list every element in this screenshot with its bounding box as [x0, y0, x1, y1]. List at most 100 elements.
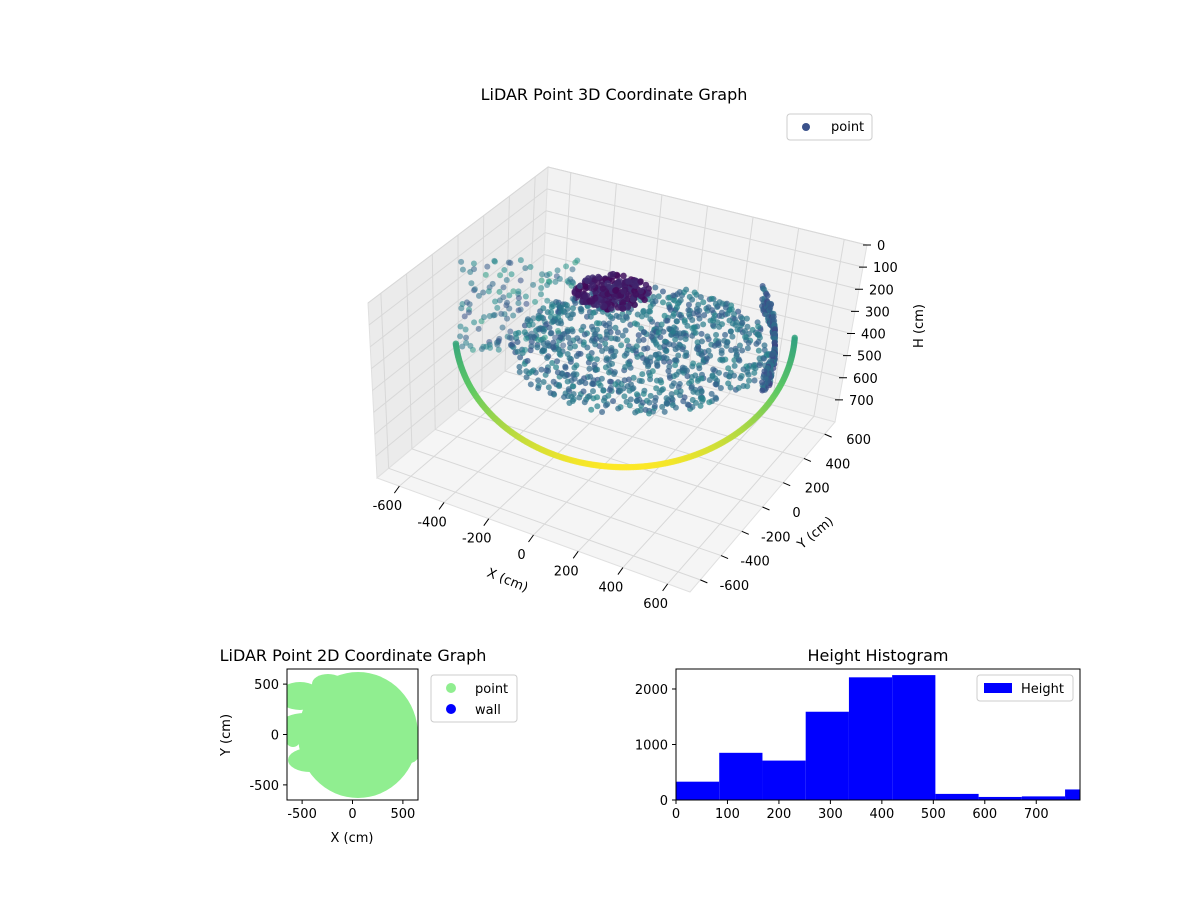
data-point-3d — [562, 364, 569, 371]
data-point-3d — [501, 266, 508, 273]
data-point-3d — [751, 369, 758, 376]
data-point-3d — [593, 335, 600, 342]
data-point-3d — [673, 371, 680, 378]
data-point-3d — [735, 384, 742, 391]
data-point-3d — [589, 282, 596, 289]
legend-label-height: Height — [1021, 682, 1064, 697]
data-point-3d — [600, 387, 607, 394]
x-tick-label-3d: 400 — [599, 581, 624, 596]
data-point-3d — [527, 264, 534, 271]
data-point-3d — [661, 408, 668, 415]
data-point-3d — [594, 394, 601, 401]
data-point-3d — [690, 388, 697, 395]
histogram-bar — [892, 675, 936, 800]
data-point-3d — [554, 267, 561, 274]
point-blob — [287, 733, 300, 747]
data-point-3d — [593, 356, 600, 363]
data-point-3d — [535, 336, 542, 343]
chart-title-2d: LiDAR Point 2D Coordinate Graph — [220, 646, 487, 665]
data-point-3d — [647, 372, 654, 379]
data-point-3d — [631, 301, 638, 309]
data-point-3d — [708, 390, 715, 397]
data-point-3d — [657, 334, 664, 341]
data-point-3d — [589, 323, 596, 330]
data-point-3d — [715, 340, 722, 347]
histogram-bar — [805, 711, 849, 800]
data-point-3d — [606, 362, 613, 369]
data-point-3d — [727, 384, 734, 391]
data-point-3d — [480, 289, 487, 296]
data-point-3d — [771, 339, 778, 346]
data-point-3d — [493, 339, 500, 346]
histogram-bar — [1021, 796, 1066, 800]
data-point-3d — [647, 354, 654, 361]
y-tick-3d — [762, 506, 770, 511]
data-point-3d — [557, 310, 564, 317]
grid-line-z-back — [547, 166, 868, 246]
data-point-3d — [468, 280, 475, 287]
data-point-3d — [576, 379, 583, 386]
legend-frame-3d — [786, 113, 873, 141]
data-point-3d — [739, 347, 746, 354]
data-point-3d — [564, 326, 571, 333]
data-point-3d — [572, 259, 579, 266]
data-point-3d — [670, 310, 677, 317]
data-point-3d — [554, 358, 561, 365]
data-point-3d — [491, 258, 498, 265]
data-point-3d — [712, 381, 719, 388]
data-point-3d — [570, 279, 577, 286]
data-point-3d — [672, 362, 679, 369]
x-tick-label-3d: 0 — [517, 548, 525, 563]
data-point-3d — [527, 347, 534, 354]
data-point-3d — [496, 297, 503, 304]
data-point-3d — [614, 329, 621, 336]
data-point-3d — [729, 333, 736, 340]
data-point-3d — [632, 291, 640, 298]
data-point-3d — [705, 304, 712, 311]
data-point-3d — [514, 348, 521, 355]
data-point-3d — [598, 337, 605, 344]
data-point-3d — [688, 378, 695, 385]
data-point-3d — [504, 315, 511, 322]
data-point-3d — [671, 297, 678, 304]
axis-ticks-2d: -500 0 500 -500 0 500 — [249, 678, 415, 822]
data-point-3d — [626, 387, 633, 394]
histogram-bar — [762, 760, 806, 800]
data-point-3d — [457, 323, 464, 330]
data-point-3d — [581, 331, 588, 338]
data-point-3d — [697, 402, 704, 409]
data-point-3d — [548, 329, 555, 336]
data-point-3d — [550, 339, 557, 346]
grid-line-y-floor — [458, 409, 763, 508]
data-point-3d — [744, 345, 751, 352]
x-tick-label-3d: -200 — [462, 532, 492, 547]
x-axis-label-2d: X (cm) — [331, 831, 374, 846]
axes-frame-histogram — [675, 668, 1081, 801]
y-tick-3d — [824, 433, 832, 438]
data-point-3d — [674, 344, 681, 351]
legend-3d: point — [786, 113, 873, 141]
data-point-3d — [538, 284, 545, 291]
data-point-3d — [553, 364, 560, 371]
data-point-3d — [547, 389, 554, 396]
data-point-3d — [568, 393, 575, 400]
data-point-3d — [499, 324, 506, 331]
x-tick-3d — [572, 550, 579, 559]
data-point-3d — [724, 339, 731, 346]
data-point-3d — [590, 309, 597, 316]
data-point-3d — [724, 310, 731, 317]
data-point-3d — [653, 341, 660, 348]
point-region-north — [312, 674, 344, 694]
data-point-3d — [475, 325, 482, 332]
data-point-3d — [564, 378, 571, 385]
data-point-3d — [736, 342, 743, 349]
data-point-3d — [666, 372, 673, 379]
data-point-3d — [643, 397, 650, 404]
histogram-bar — [848, 677, 893, 800]
data-point-3d — [612, 324, 619, 331]
x-tick-3d — [617, 567, 624, 575]
data-point-3d — [714, 319, 721, 326]
data-point-3d — [632, 282, 639, 289]
data-point-3d — [685, 402, 692, 409]
grid-line-z-back — [545, 210, 860, 290]
